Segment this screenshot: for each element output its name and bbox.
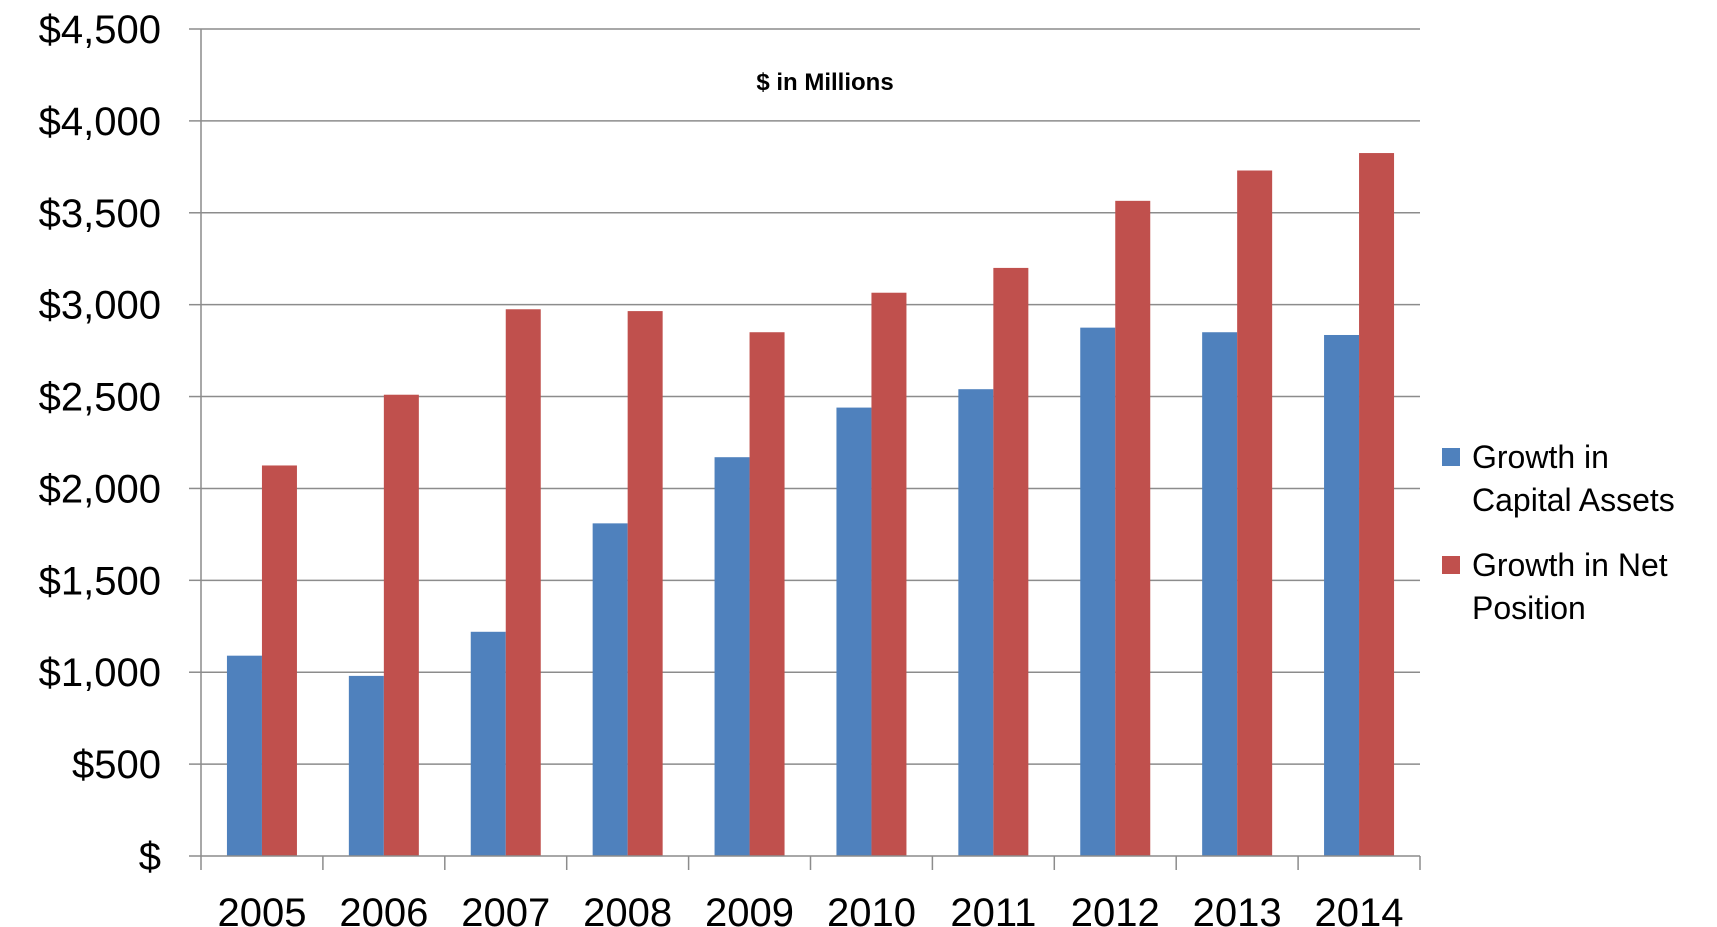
legend-label-net-position: Growth in Net Position — [1472, 547, 1668, 626]
y-tick-label: $1,000 — [39, 651, 161, 695]
x-tick-label-2012: 2012 — [1071, 891, 1160, 927]
bar-capital-assets-2006 — [348, 675, 384, 856]
y-tick-label: $1,500 — [39, 559, 161, 603]
x-tick-label-2011: 2011 — [950, 891, 1036, 927]
y-tick-label: $4,000 — [39, 100, 161, 144]
y-tick-label: $3,500 — [39, 192, 161, 236]
bar-net-position-2013 — [1237, 170, 1273, 856]
y-tick-label: $4,500 — [39, 8, 161, 52]
bar-net-position-2009 — [749, 332, 785, 856]
bar-capital-assets-2007 — [470, 631, 506, 856]
y-tick-label: $3,000 — [39, 284, 161, 328]
x-tick-label-2007: 2007 — [461, 891, 550, 927]
x-tick-label-2006: 2006 — [339, 891, 428, 927]
bar-capital-assets-2010 — [836, 407, 872, 856]
x-tick-label-2008: 2008 — [583, 891, 672, 927]
x-tick-label-2013: 2013 — [1193, 891, 1282, 927]
bar-capital-assets-2011 — [958, 389, 994, 856]
bar-net-position-2011 — [993, 267, 1029, 856]
bar-net-position-2010 — [871, 292, 907, 857]
bar-net-position-2005 — [261, 465, 297, 856]
legend-item-capital-assets: Growth in Capital Assets — [1442, 436, 1717, 522]
y-tick-label: $2,500 — [39, 376, 161, 420]
legend-label-capital-assets: Growth in Capital Assets — [1472, 439, 1675, 518]
x-tick-label-2010: 2010 — [827, 891, 916, 927]
x-tick-label-2005: 2005 — [217, 891, 306, 927]
bar-net-position-2007 — [505, 309, 541, 856]
legend-swatch-capital-assets — [1442, 448, 1460, 466]
axes — [189, 28, 1421, 870]
x-tick-labels: 2005 2006 2007 2008 2009 2010 2011 2012 2013 2014 — [217, 891, 1403, 927]
bar-capital-assets-2005 — [226, 655, 262, 856]
bar-capital-assets-2013 — [1202, 332, 1238, 856]
y-tick-label: $ — [139, 835, 161, 879]
bar-net-position-2012 — [1115, 200, 1151, 857]
bar-net-position-2006 — [383, 394, 419, 856]
legend-swatch-net-position — [1442, 556, 1460, 574]
bar-capital-assets-2009 — [714, 457, 750, 856]
x-tick-label-2014: 2014 — [1315, 891, 1404, 927]
bar-capital-assets-2012 — [1080, 327, 1116, 856]
x-tick-label-2009: 2009 — [705, 891, 794, 927]
bar-capital-assets-2014 — [1324, 334, 1360, 856]
chart-subtitle: $ in Millions — [756, 69, 893, 96]
y-tick-labels: $ $500 $1,000 $1,500 $2,000 $2,500 $3,000 $3,50… — [39, 8, 161, 879]
bar-net-position-2008 — [627, 311, 663, 856]
legend: Growth in Capital Assets Growth in Net P… — [1442, 436, 1717, 652]
y-tick-label: $2,000 — [39, 467, 161, 511]
bars — [226, 153, 1395, 857]
bar-capital-assets-2008 — [592, 523, 628, 856]
legend-item-net-position: Growth in Net Position — [1442, 544, 1717, 630]
y-tick-label: $500 — [72, 743, 161, 787]
bar-net-position-2014 — [1359, 153, 1395, 857]
